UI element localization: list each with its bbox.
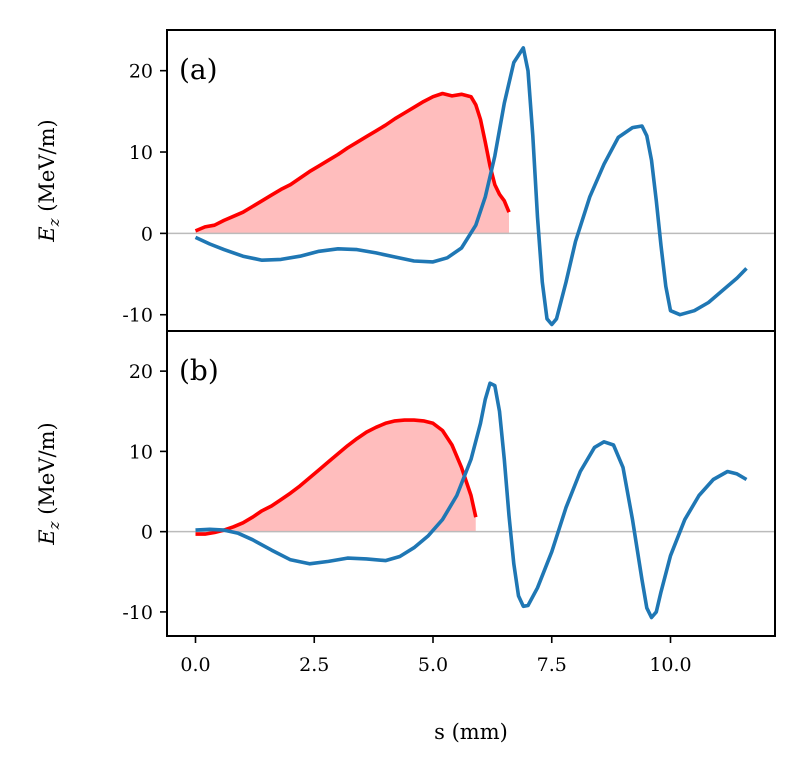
panel-b-ytick-label: 0 — [141, 522, 153, 544]
ylabel-variable: E — [35, 226, 59, 242]
panel-a-plot-area — [167, 46, 775, 327]
ylabel-subscript: z — [45, 521, 63, 530]
panel-b-label: (b) — [179, 354, 219, 387]
panel-b-xtick-label: 0.0 — [180, 654, 210, 676]
panel-a-longitudinal-field-line — [194, 46, 748, 327]
panel-b-xtick-label: 5.0 — [418, 654, 448, 676]
panel-a: -10 0 10 20 (a) Ez (MeV/m) — [35, 29, 776, 332]
panel-b-ytick-label: 20 — [129, 361, 153, 383]
panel-a-label: (a) — [179, 53, 218, 86]
panel-a-ytick-label: -10 — [122, 305, 153, 327]
ylabel-subscript: z — [45, 218, 63, 227]
panel-b-current-profile-line — [195, 418, 478, 536]
panel-b-xtick-label: 7.5 — [537, 654, 567, 676]
panel-b-plot-area — [167, 381, 775, 620]
ylabel-variable: E — [35, 529, 59, 545]
panel-b: -10 0 10 20 0.0 2.5 5.0 7.5 10.0 (b) Ez (MeV/m) s (… — [35, 330, 776, 744]
ylabel-units: (MeV/m) — [35, 119, 59, 218]
panel-b-xtick-label: 2.5 — [299, 654, 329, 676]
panel-b-current-profile-fill — [195, 420, 476, 535]
panel-a-current-profile-line — [194, 91, 511, 233]
panel-a-current-profile-fill — [195, 93, 509, 234]
panel-b-xlabel: s (mm) — [434, 720, 508, 744]
panel-a-ytick-label: 10 — [129, 142, 153, 164]
panel-b-ylabel: Ez (MeV/m) — [35, 422, 63, 545]
panel-b-longitudinal-field-line — [195, 381, 748, 620]
panel-a-ytick-label: 20 — [129, 61, 153, 83]
panel-a-ytick-label: 0 — [141, 223, 153, 245]
panel-b-xtick-label: 10.0 — [649, 654, 691, 676]
ylabel-units: (MeV/m) — [35, 422, 59, 521]
panel-b-ytick-label: 10 — [129, 441, 153, 463]
panel-a-ylabel: Ez (MeV/m) — [35, 119, 63, 242]
panel-b-frame — [166, 330, 776, 637]
panel-b-ytick-label: -10 — [122, 602, 153, 624]
